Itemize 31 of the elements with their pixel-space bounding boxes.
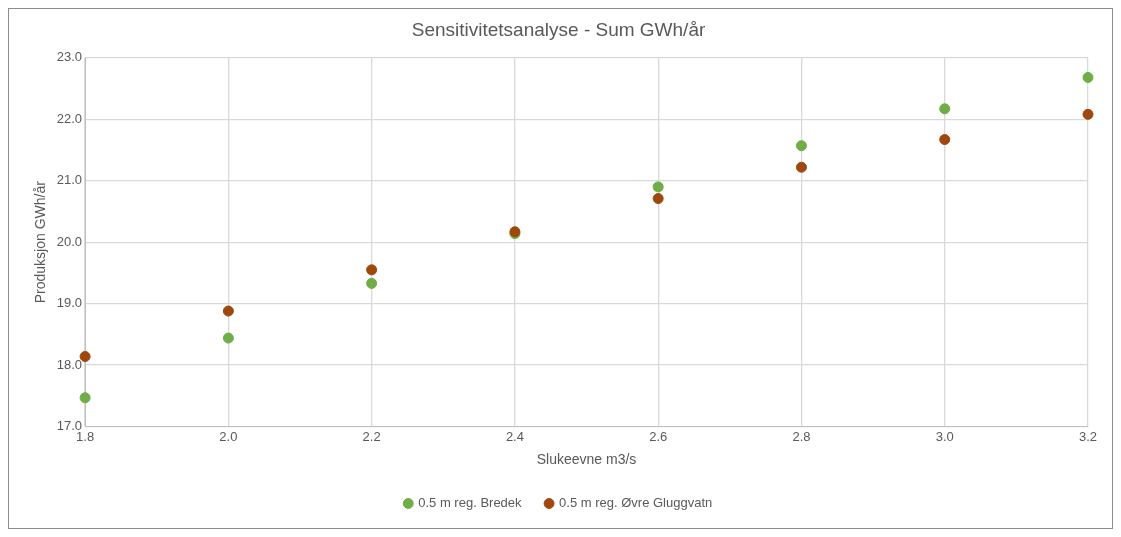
y-tick-label: 23.0 bbox=[56, 49, 83, 65]
x-tick-label: 2.0 bbox=[219, 428, 238, 444]
x-tick-label: 3.2 bbox=[1078, 428, 1098, 444]
point bbox=[366, 264, 378, 276]
point bbox=[1082, 71, 1094, 83]
x-tick-label: 2.8 bbox=[792, 428, 811, 444]
x-tick-label: 2.4 bbox=[505, 428, 524, 444]
y-tick-label: 19.0 bbox=[56, 295, 83, 311]
point bbox=[652, 181, 664, 193]
y-tick-label: 18.0 bbox=[56, 356, 83, 372]
y-tick-label: 20.0 bbox=[56, 233, 83, 249]
point bbox=[1082, 108, 1094, 120]
point bbox=[652, 193, 664, 205]
point bbox=[795, 161, 807, 173]
x-tick-label: 2.6 bbox=[649, 428, 668, 444]
point bbox=[222, 305, 234, 317]
point bbox=[222, 332, 234, 344]
point bbox=[939, 134, 951, 146]
point bbox=[79, 392, 91, 404]
x-tick-label: 2.2 bbox=[362, 428, 381, 444]
x-axis-title: Slukeevne m3/s bbox=[536, 451, 637, 468]
point bbox=[939, 103, 951, 115]
point bbox=[795, 140, 807, 152]
legend-label: 0.5 m reg. Bredek bbox=[418, 495, 523, 511]
legend-label: 0.5 m reg. Øvre Gluggvatn bbox=[559, 495, 713, 511]
y-tick-label: 21.0 bbox=[56, 172, 83, 188]
y-tick-label: 22.0 bbox=[56, 110, 83, 126]
chart-title: Sensitivitetsanalyse - Sum GWh/år bbox=[411, 18, 706, 40]
y-axis-title: Produksjon GWh/år bbox=[32, 180, 49, 304]
point bbox=[366, 277, 378, 289]
x-tick-label: 3.0 bbox=[935, 428, 954, 444]
